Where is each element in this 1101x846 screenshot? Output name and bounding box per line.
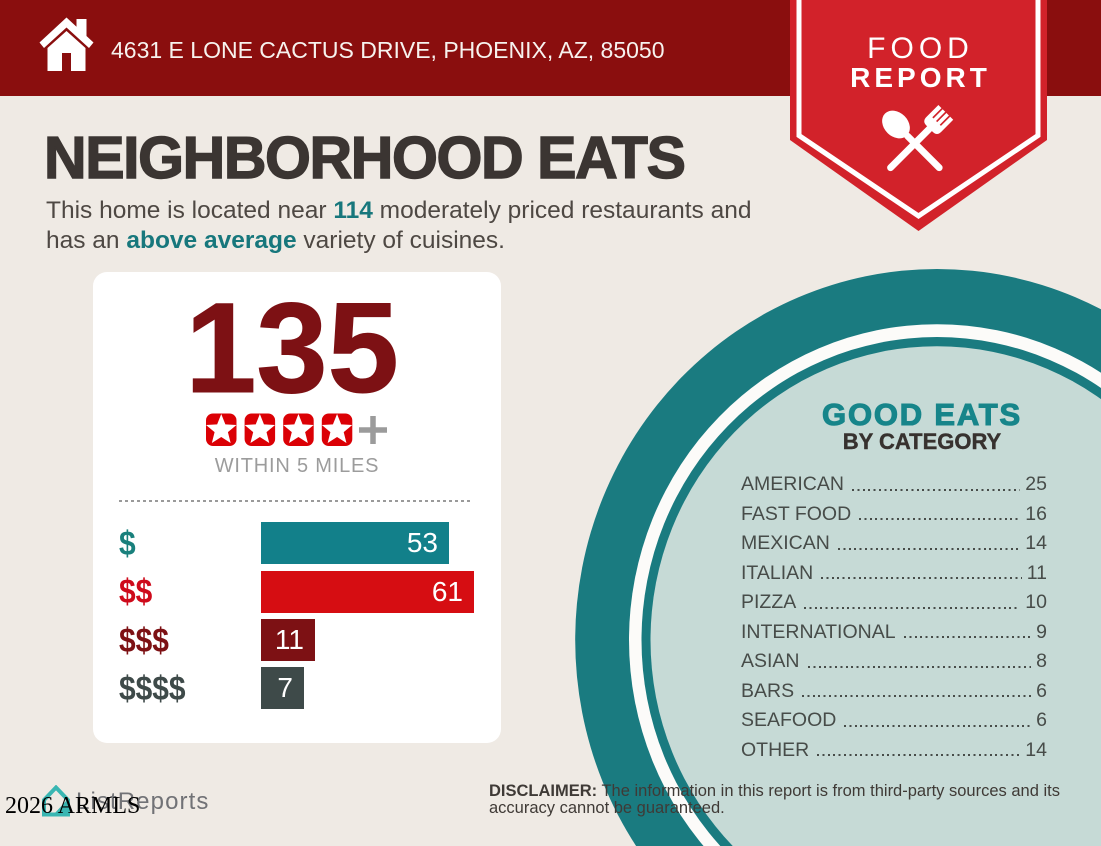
- svg-text:FOOD: FOOD: [867, 32, 974, 65]
- svg-text:REPORT: REPORT: [850, 62, 991, 93]
